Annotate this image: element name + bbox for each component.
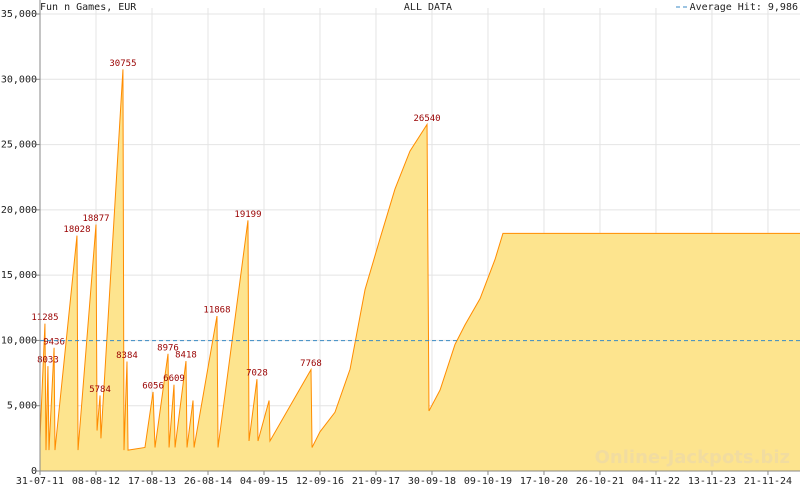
x-tick-label: 21-09-17 xyxy=(352,476,400,487)
watermark: Online-Jackpots.biz xyxy=(595,447,790,468)
y-tick-label: 10,000 xyxy=(1,335,37,346)
value-label: 8384 xyxy=(116,351,138,361)
value-label: 18877 xyxy=(82,214,109,224)
x-tick-label: 26-10-21 xyxy=(576,476,624,487)
value-label: 8976 xyxy=(157,343,179,353)
value-label: 19199 xyxy=(234,210,261,220)
value-label: 6609 xyxy=(163,374,185,384)
area-fill xyxy=(40,69,800,471)
y-tick-label: 5,000 xyxy=(7,401,37,412)
x-tick-label: 17-10-20 xyxy=(520,476,568,487)
x-tick-label: 13-11-23 xyxy=(688,476,736,487)
chart-title: Fun n Games, EUR xyxy=(40,2,137,13)
chart-subtitle: ALL DATA xyxy=(404,2,452,13)
x-tick-label: 21-11-24 xyxy=(744,476,792,487)
x-tick-label: 08-08-12 xyxy=(72,476,120,487)
value-label: 11285 xyxy=(31,313,58,323)
x-tick-label: 04-09-15 xyxy=(240,476,288,487)
value-label: 6056 xyxy=(142,381,164,391)
value-label: 11868 xyxy=(203,306,230,316)
value-label: 9436 xyxy=(43,337,65,347)
y-tick-label: 25,000 xyxy=(1,140,37,151)
x-tick-label: 04-11-22 xyxy=(632,476,680,487)
x-tick-label: 31-07-11 xyxy=(16,476,64,487)
value-label: 8418 xyxy=(175,351,197,361)
y-tick-label: 20,000 xyxy=(1,205,37,216)
x-tick-label: 09-10-19 xyxy=(464,476,512,487)
value-label: 7028 xyxy=(246,369,268,379)
value-label: 18028 xyxy=(63,225,90,235)
y-tick-label: 30,000 xyxy=(1,74,37,85)
value-label: 5784 xyxy=(89,385,111,395)
x-tick-label: 30-09-18 xyxy=(408,476,456,487)
value-label: 30755 xyxy=(109,59,136,69)
value-label: 7768 xyxy=(300,359,322,369)
y-tick-label: 0 xyxy=(31,466,37,477)
y-tick-label: 35,000 xyxy=(1,9,37,20)
x-tick-label: 12-09-16 xyxy=(296,476,344,487)
value-label: 26540 xyxy=(413,114,440,124)
legend-label: Average Hit: 9,986 xyxy=(690,2,798,13)
y-tick-label: 15,000 xyxy=(1,270,37,281)
x-tick-label: 17-08-13 xyxy=(128,476,176,487)
x-tick-label: 26-08-14 xyxy=(184,476,232,487)
area-line xyxy=(39,69,800,451)
value-label: 8033 xyxy=(37,356,59,366)
